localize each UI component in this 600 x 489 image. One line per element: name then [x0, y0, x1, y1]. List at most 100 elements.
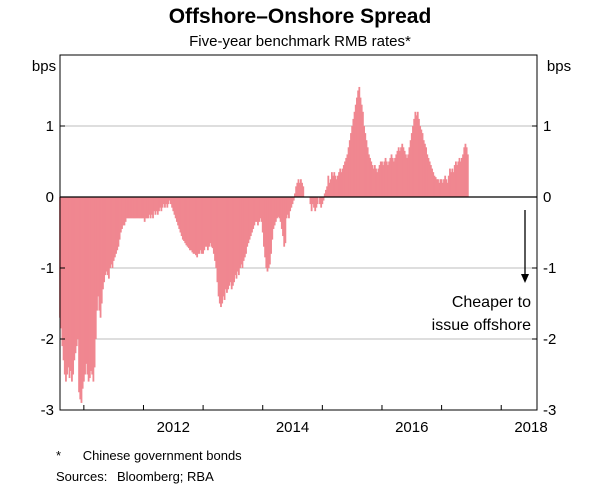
bar-0-40 [106, 197, 109, 276]
bar-0-140 [226, 197, 228, 293]
bar-0-267 [384, 157, 387, 197]
footnote-star: * Chinese government bonds [56, 448, 242, 463]
bar-0-72 [144, 197, 147, 219]
bar-0-125 [208, 197, 210, 247]
bar-0-334 [464, 143, 467, 197]
bar-0-273 [391, 157, 394, 197]
bar-0-64 [135, 197, 138, 219]
bar-0-332 [462, 154, 464, 197]
bar-0-7 [67, 197, 70, 368]
y-tick-label-left-0: 0 [46, 189, 54, 206]
bar-0-184 [278, 197, 281, 219]
bar-0-259 [375, 168, 377, 197]
bar-0-201 [298, 182, 301, 197]
y-tick-label-right-0: 0 [543, 189, 551, 206]
y-tick-label-left--1: -1 [41, 260, 54, 277]
bar-0-34 [99, 197, 102, 318]
bar-0-245 [358, 86, 361, 197]
bar-0-114 [195, 197, 197, 256]
y-tick-label-right--3: -3 [543, 402, 556, 419]
bar-0-171 [263, 197, 265, 247]
bar-0-284 [404, 154, 407, 197]
bar-0-35 [100, 197, 103, 304]
bar-0-209 [314, 197, 317, 212]
bar-series [59, 86, 469, 403]
bar-0-175 [267, 197, 270, 268]
chart-subtitle: Five-year benchmark RMB rates* [189, 33, 411, 50]
bar-0-37 [103, 197, 106, 283]
bar-0-228 [338, 172, 340, 197]
bar-0-15 [76, 197, 79, 339]
bar-0-293 [415, 115, 418, 197]
bar-0-102 [180, 197, 183, 237]
bar-0-207 [311, 197, 314, 205]
bar-0-331 [460, 157, 463, 197]
bar-0-146 [233, 197, 236, 283]
y-tick-labels: -3 -3 -2 -2 -1 -1 0 0 1 1 [41, 118, 557, 419]
bar-0-239 [351, 126, 354, 197]
bar-0-51 [119, 197, 122, 233]
bar-0-224 [333, 172, 336, 197]
bar-0-84 [159, 197, 162, 208]
bar-0-308 [433, 175, 436, 197]
bar-0-38 [104, 197, 107, 276]
bar-0-5 [65, 197, 67, 382]
bar-0-32 [97, 197, 100, 297]
bar-0-128 [211, 197, 214, 249]
bar-0-188 [283, 197, 286, 247]
bar-0-167 [258, 197, 261, 222]
bar-0-47 [115, 197, 117, 254]
bar-0-61 [131, 197, 134, 219]
bar-0-275 [394, 157, 396, 197]
bar-0-321 [449, 168, 451, 197]
bar-0-81 [155, 197, 158, 212]
bar-0-8 [68, 197, 71, 379]
bar-0-39 [105, 197, 108, 272]
bar-0-117 [198, 197, 201, 254]
bar-0-255 [370, 161, 373, 197]
bar-0-116 [197, 197, 200, 254]
bar-0-76 [149, 197, 152, 219]
bar-0-322 [450, 172, 453, 197]
bar-0-252 [366, 147, 369, 197]
bar-0-210 [315, 197, 318, 208]
bar-0-231 [341, 168, 344, 197]
bar-0-144 [230, 197, 233, 290]
bar-0-326 [455, 161, 457, 197]
bar-0-43 [110, 197, 113, 265]
bar-0-220 [328, 182, 331, 197]
sources-label: Sources: [56, 469, 108, 484]
bar-0-186 [280, 197, 283, 229]
bar-0-118 [199, 197, 202, 251]
bar-0-327 [456, 165, 458, 197]
bar-0-292 [414, 111, 417, 197]
bar-0-288 [409, 140, 412, 197]
bar-0-160 [249, 197, 252, 237]
bar-0-187 [282, 197, 284, 237]
bar-0-89 [165, 197, 168, 205]
bar-0-80 [154, 197, 157, 215]
bar-0-152 [240, 197, 243, 265]
bar-0-31 [96, 197, 98, 311]
bar-0-290 [412, 126, 414, 197]
bar-0-14 [75, 197, 78, 347]
bar-0-104 [183, 197, 185, 242]
bar-0-285 [406, 157, 408, 197]
bar-0-161 [251, 197, 253, 233]
bar-0-192 [288, 197, 290, 219]
bar-0-199 [296, 182, 299, 197]
bar-0-78 [152, 197, 154, 219]
bar-0-74 [147, 197, 150, 219]
bar-0-3 [62, 197, 65, 361]
bar-0-119 [201, 197, 203, 254]
y-tick-label-right--2: -2 [543, 331, 556, 348]
bar-0-250 [364, 133, 367, 197]
bar-0-70 [142, 197, 145, 219]
bar-0-12 [73, 197, 76, 361]
bar-0-23 [86, 197, 89, 375]
bar-0-1 [60, 197, 63, 329]
bar-0-191 [286, 197, 289, 215]
bar-0-309 [434, 177, 437, 197]
bar-0-19 [81, 197, 84, 389]
bar-0-318 [445, 179, 448, 197]
